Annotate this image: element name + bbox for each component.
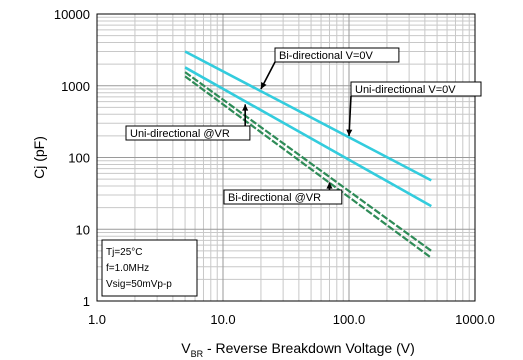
annotation-label: Uni-directional V=0V xyxy=(355,84,456,96)
condition-text: f=1.0MHz xyxy=(106,263,149,274)
y-tick-label: 10 xyxy=(76,222,90,237)
annotation-box xyxy=(274,47,400,63)
annotation-arrowhead xyxy=(326,182,333,189)
annotation-arrowhead xyxy=(346,129,353,136)
y-tick-label: 1000 xyxy=(61,79,90,94)
x-tick-label: 1000.0 xyxy=(455,312,495,327)
y-tick-label: 100 xyxy=(68,151,90,166)
series-line xyxy=(184,71,432,252)
annotation-leader xyxy=(348,95,352,136)
condition-text: Vsig=50mVp-p xyxy=(106,279,172,290)
annotation-box xyxy=(223,189,343,205)
annotation-arrowhead xyxy=(242,104,249,111)
annotation-arrowhead xyxy=(260,82,267,90)
annotation-label: Bi-directional @VR xyxy=(228,192,321,204)
series-line xyxy=(184,75,432,259)
y-axis-title: Cj (pF) xyxy=(31,136,47,179)
x-tick-label: 10.0 xyxy=(210,312,235,327)
annotation-label: Bi-directional V=0V xyxy=(279,50,374,62)
conditions-box xyxy=(101,239,198,297)
series-line xyxy=(184,50,432,182)
y-tick-label: 10000 xyxy=(54,7,90,22)
x-axis-title: VBR - Reverse Breakdown Voltage (V) xyxy=(181,340,415,359)
plot-border xyxy=(96,13,476,302)
x-tick-label: 1.0 xyxy=(88,312,106,327)
y-tick-label: 1 xyxy=(83,294,90,309)
condition-text: Tj=25°C xyxy=(106,247,143,258)
annotation-box xyxy=(350,81,482,97)
annotation-box xyxy=(125,125,251,141)
annotation-label: Uni-directional @VR xyxy=(130,128,230,140)
series-line xyxy=(184,66,432,208)
x-tick-label: 100.0 xyxy=(333,312,366,327)
